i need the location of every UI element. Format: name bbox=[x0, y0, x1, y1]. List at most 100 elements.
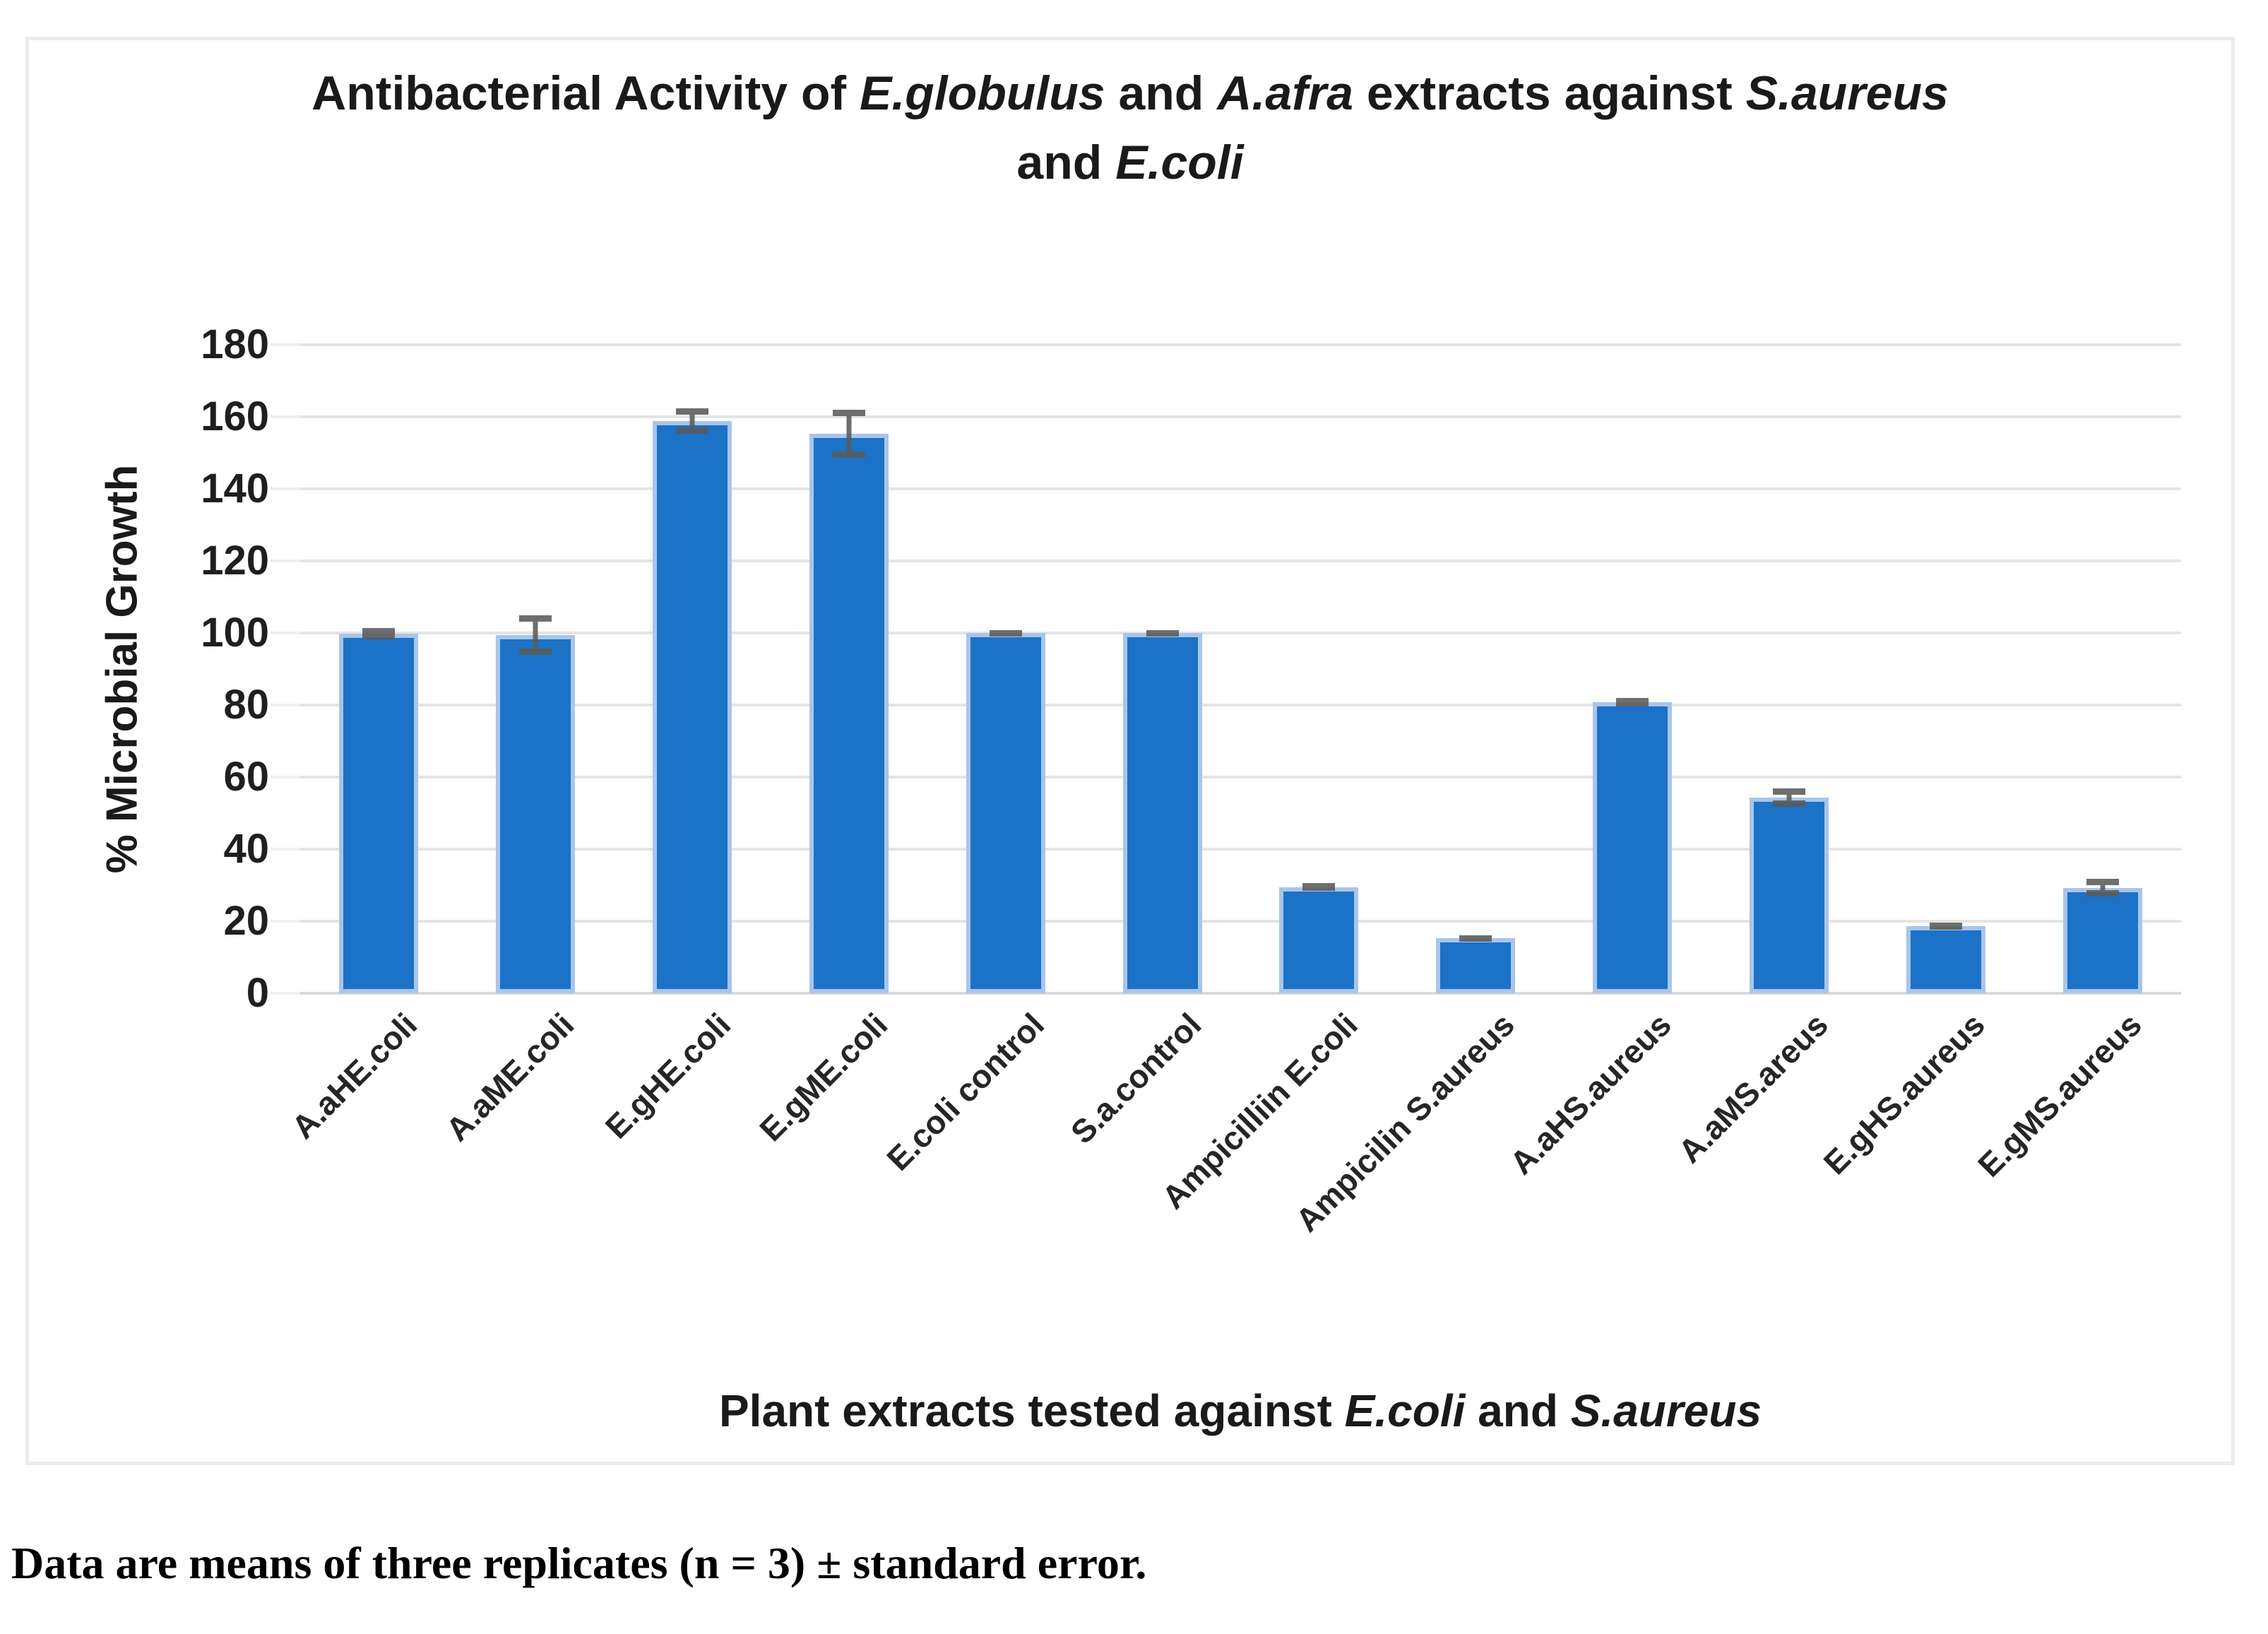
gridline bbox=[300, 704, 2181, 706]
bar bbox=[809, 433, 889, 993]
error-bar-cap bbox=[832, 410, 865, 417]
y-tick-mark bbox=[271, 776, 300, 778]
y-tick-mark bbox=[271, 560, 300, 562]
bar bbox=[652, 421, 732, 993]
error-bar bbox=[1616, 697, 1649, 707]
chart-title-line1: Antibacterial Activity of E.globulus and… bbox=[29, 59, 2231, 128]
bar bbox=[338, 634, 418, 993]
x-category-label: S.a.control bbox=[1063, 1006, 1209, 1151]
y-tick-mark bbox=[271, 415, 300, 418]
error-bar-cap bbox=[518, 615, 552, 622]
gridline bbox=[300, 776, 2181, 778]
title-text: extracts against bbox=[1353, 66, 1746, 120]
y-tick-label: 0 bbox=[246, 970, 269, 1016]
gridline bbox=[300, 343, 2181, 346]
bar bbox=[1436, 937, 1516, 993]
x-category-label: E.coli control bbox=[879, 1006, 1052, 1178]
error-bar-cap bbox=[1773, 788, 1806, 795]
chart-title: Antibacterial Activity of E.globulus and… bbox=[29, 59, 2231, 197]
x-category-label: E.gHE.coli bbox=[598, 1006, 738, 1146]
error-bar bbox=[1459, 935, 1492, 942]
x-category-label: E.gMS.aureus bbox=[1970, 1006, 2149, 1184]
error-bar-cap bbox=[675, 427, 708, 434]
xtitle-species: S.aureus bbox=[1570, 1385, 1762, 1436]
y-tick-label: 40 bbox=[223, 826, 269, 872]
y-tick-mark bbox=[271, 487, 300, 490]
y-tick-label: 120 bbox=[201, 538, 269, 584]
gridline bbox=[300, 632, 2181, 634]
error-bar bbox=[518, 615, 552, 655]
bar bbox=[1279, 887, 1359, 993]
title-text: Antibacterial Activity of bbox=[311, 66, 860, 120]
error-bar-cap bbox=[1616, 700, 1649, 707]
error-bar-line bbox=[2100, 879, 2106, 896]
x-axis-title: Plant extracts tested against E.coli and… bbox=[719, 1385, 1762, 1437]
error-bar-cap bbox=[832, 451, 865, 458]
x-category-label: E.gME.coli bbox=[752, 1006, 895, 1149]
bar bbox=[966, 633, 1045, 993]
error-bar-cap bbox=[1302, 884, 1336, 891]
error-bar-line bbox=[689, 408, 695, 434]
figure-caption: Data are means of three replicates (n = … bbox=[11, 1538, 1147, 1588]
y-tick-mark bbox=[271, 848, 300, 851]
error-bar-cap bbox=[675, 408, 708, 415]
title-species: E.coli bbox=[1115, 136, 1244, 189]
title-text: and bbox=[1016, 136, 1116, 189]
error-bar-line bbox=[533, 615, 538, 655]
xtitle-text: Plant extracts tested against bbox=[718, 1385, 1345, 1436]
y-tick-mark bbox=[271, 343, 300, 346]
bar bbox=[1593, 701, 1673, 993]
title-species: A.afra bbox=[1217, 66, 1353, 120]
y-tick-mark bbox=[271, 992, 300, 995]
error-bar bbox=[2086, 879, 2120, 896]
error-bar-cap bbox=[2086, 879, 2120, 886]
gridline bbox=[300, 487, 2181, 490]
x-category-label: A.aMS.areus bbox=[1670, 1006, 1835, 1171]
bar bbox=[1122, 633, 1202, 993]
error-bar-cap bbox=[362, 628, 395, 635]
error-bar-line bbox=[846, 410, 852, 458]
error-bar bbox=[1146, 629, 1179, 637]
x-category-label: A.aME.coli bbox=[439, 1006, 581, 1149]
gridline bbox=[300, 560, 2181, 562]
y-tick-label: 100 bbox=[201, 610, 269, 656]
error-bar bbox=[675, 408, 708, 434]
x-category-label: A.aHS.aureus bbox=[1502, 1006, 1679, 1182]
y-tick-mark bbox=[271, 920, 300, 923]
x-category-label: E.gHS.aureus bbox=[1816, 1006, 1992, 1182]
y-tick-mark bbox=[271, 632, 300, 634]
y-tick-label: 60 bbox=[223, 754, 269, 800]
y-tick-label: 180 bbox=[201, 321, 269, 367]
error-bar bbox=[989, 629, 1022, 637]
error-bar bbox=[1773, 788, 1806, 807]
gridline bbox=[300, 415, 2181, 418]
error-bar-cap bbox=[362, 632, 395, 639]
title-text: and bbox=[1105, 66, 1218, 120]
error-bar-cap bbox=[1459, 935, 1492, 942]
bar bbox=[495, 634, 575, 993]
error-bar-cap bbox=[1146, 629, 1179, 637]
error-bar bbox=[832, 410, 865, 458]
gridline bbox=[300, 992, 2181, 995]
error-bar-cap bbox=[2086, 889, 2120, 896]
xtitle-text: and bbox=[1465, 1385, 1571, 1436]
title-species: E.globulus bbox=[860, 66, 1105, 120]
title-species: S.aureus bbox=[1745, 66, 1949, 120]
y-tick-label: 20 bbox=[223, 898, 269, 944]
error-bar bbox=[1302, 883, 1336, 891]
y-tick-label: 140 bbox=[201, 466, 269, 511]
error-bar bbox=[362, 628, 395, 639]
error-bar bbox=[1930, 923, 1963, 930]
bar bbox=[1750, 798, 1829, 993]
y-tick-label: 160 bbox=[201, 393, 269, 439]
gridline bbox=[300, 920, 2181, 923]
error-bar-cap bbox=[518, 648, 552, 655]
y-tick-label: 80 bbox=[223, 682, 269, 728]
error-bar-cap bbox=[989, 629, 1022, 637]
chart-frame: Antibacterial Activity of E.globulus and… bbox=[25, 37, 2235, 1465]
bar bbox=[2063, 887, 2143, 993]
gridline bbox=[300, 848, 2181, 851]
error-bar-cap bbox=[1773, 800, 1806, 807]
y-axis-title: % Microbial Growth bbox=[97, 464, 147, 874]
bar bbox=[1906, 926, 1986, 993]
